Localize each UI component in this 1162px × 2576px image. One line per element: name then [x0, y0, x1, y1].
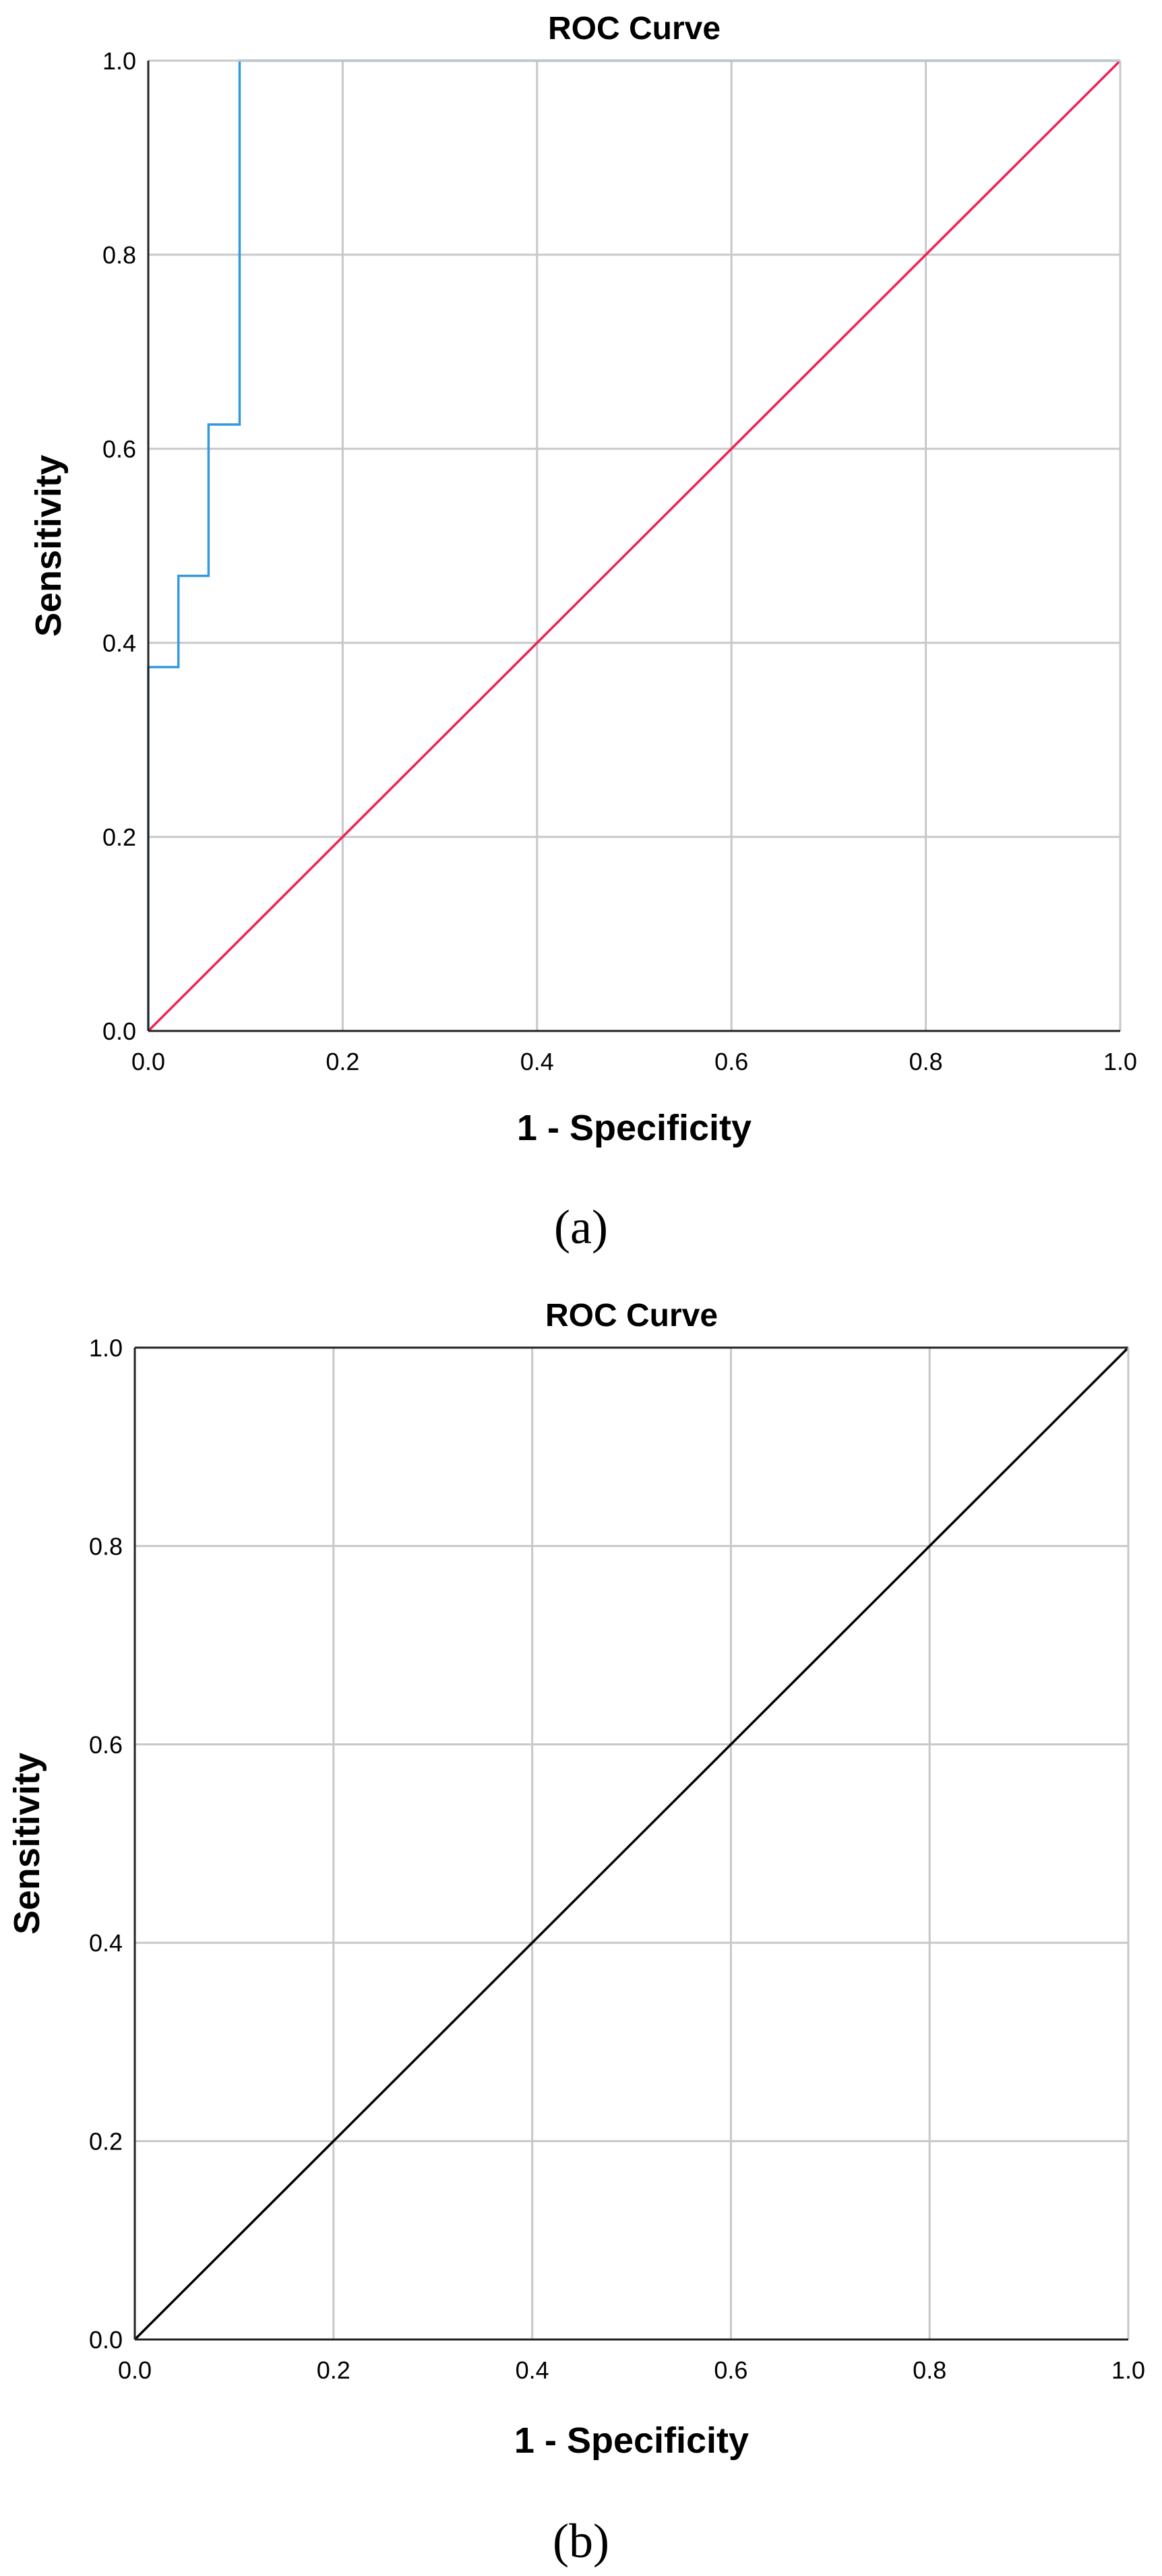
y-tick-label: 1.0 — [89, 1334, 123, 1362]
y-tick-label: 0.6 — [89, 1731, 123, 1759]
axes — [147, 59, 1122, 1032]
x-tick-label: 0.0 — [118, 2356, 152, 2384]
axes — [133, 1346, 1130, 2341]
grid-lines — [148, 61, 1120, 1031]
x-tick-label: 0.2 — [317, 2356, 350, 2384]
y-tick-label: 0.4 — [102, 629, 136, 657]
x-tick-label: 0.4 — [516, 2356, 549, 2384]
y-tick-label: 0.4 — [89, 1929, 123, 1957]
x-tick-label: 0.8 — [909, 1048, 943, 1075]
chart-panel-a: 0.0 0.2 0.4 0.6 0.8 1.0 0.0 0.2 0.4 0.6 0.8 1.0 ROC… — [28, 11, 1137, 1254]
series-lines — [133, 1346, 1130, 2341]
panel-label-b: (b) — [553, 2514, 609, 2568]
y-tick-label: 0.0 — [89, 2326, 123, 2354]
y-tick-label: 0.8 — [89, 1532, 123, 1560]
x-axis-label: 1 - Specificity — [514, 2420, 749, 2461]
x-tick-label: 0.4 — [520, 1048, 554, 1075]
series-line-2 — [147, 59, 1122, 1032]
x-tick-label: 1.0 — [1111, 2356, 1145, 2384]
y-tick-label: 0.2 — [89, 2128, 123, 2156]
y-axis-label: Sensitivity — [28, 455, 69, 637]
x-tick-label: 0.0 — [131, 1048, 165, 1075]
chart-panel-b: 0.0 0.2 0.4 0.6 0.8 1.0 0.0 0.2 0.4 0.6 0.8 1.0 ROC… — [7, 1298, 1145, 2568]
chart-title: ROC Curve — [545, 1298, 718, 1333]
y-axis-label: Sensitivity — [7, 1753, 47, 1935]
chart-title: ROC Curve — [548, 11, 721, 46]
x-tick-label: 0.8 — [913, 2356, 946, 2384]
x-tick-label: 0.6 — [714, 1048, 748, 1075]
y-tick-label: 0.6 — [102, 435, 136, 463]
x-tick-label: 0.2 — [326, 1048, 359, 1075]
x-tick-label: 0.6 — [714, 2356, 747, 2384]
y-tick-label: 0.8 — [102, 241, 136, 269]
tick-labels: 0.0 0.2 0.4 0.6 0.8 1.0 0.0 0.2 0.4 0.6 0.8 1.0 — [102, 47, 1137, 1075]
series-line-1 — [133, 1346, 1130, 2341]
x-tick-label: 1.0 — [1103, 1048, 1137, 1075]
y-tick-label: 0.2 — [102, 823, 136, 851]
x-axis-label: 1 - Specificity — [517, 1108, 752, 1148]
grid-lines — [135, 1348, 1128, 2339]
y-tick-label: 0.0 — [102, 1017, 136, 1045]
y-tick-label: 1.0 — [102, 47, 136, 75]
tick-labels: 0.0 0.2 0.4 0.6 0.8 1.0 0.0 0.2 0.4 0.6 0.8 1.0 — [89, 1334, 1145, 2384]
panel-label-a: (a) — [554, 1200, 608, 1254]
series-line-1 — [147, 59, 1120, 1031]
series-lines — [147, 59, 1122, 1032]
